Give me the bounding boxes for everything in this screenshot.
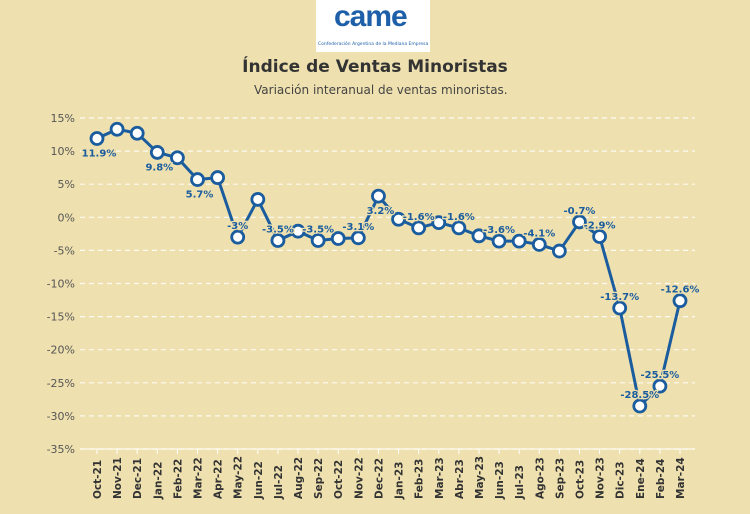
data-point [451, 220, 467, 236]
data-point [230, 229, 246, 245]
data-point [391, 211, 406, 227]
data-point [330, 231, 346, 246]
data-label: -3.5% [302, 224, 334, 235]
x-tick-label: Jun-22 [253, 461, 265, 500]
y-tick-label: -5% [54, 244, 75, 257]
data-label: 3.2% [367, 206, 395, 217]
data-label: -0.7% [564, 206, 596, 217]
data-point [531, 237, 547, 252]
data-point [170, 150, 185, 166]
x-tick-label: Mar-22 [193, 457, 205, 499]
chart-title: Índice de Ventas Minoristas [242, 57, 508, 77]
y-tick-label: -20% [47, 344, 75, 357]
data-label: 9.8% [145, 162, 173, 173]
x-tick-label: Sep-23 [554, 458, 566, 499]
data-point [290, 223, 306, 239]
x-tick-label: Feb-24 [655, 459, 667, 499]
data-point [270, 233, 286, 248]
x-tick-label: Jan-23 [394, 462, 406, 500]
x-tick-label: Mar-24 [675, 457, 687, 499]
x-tick-label: Jun-23 [494, 461, 506, 500]
data-label: 5.7% [186, 190, 214, 201]
data-point [672, 293, 688, 309]
x-tick-label: Aug-22 [293, 457, 305, 499]
y-tick-label: -35% [47, 443, 75, 456]
data-point [612, 300, 628, 316]
x-tick-label: Oct-23 [574, 460, 586, 499]
data-point [551, 243, 567, 259]
x-tick-label: Apr-22 [213, 459, 225, 499]
x-tick-label: Jan-22 [152, 462, 164, 500]
data-label: -28.5% [620, 390, 659, 401]
data-point [129, 125, 145, 141]
x-tick-label: May-22 [233, 456, 245, 499]
data-point [310, 233, 326, 248]
data-point [632, 398, 648, 414]
series-line [96, 127, 682, 408]
x-tick-label: Jul-22 [273, 465, 285, 500]
data-label: -4.1% [523, 228, 555, 239]
y-tick-label: 15% [51, 112, 75, 125]
x-tick-label: Nov-21 [112, 457, 124, 499]
y-tick-label: 0% [58, 211, 75, 224]
logo-mark: came [334, 0, 408, 33]
data-point [431, 215, 447, 230]
data-label: -25.5% [640, 370, 679, 381]
data-point [511, 233, 527, 249]
data-point [149, 145, 165, 160]
data-point [371, 188, 386, 204]
data-point [210, 170, 226, 185]
data-point [471, 228, 487, 244]
y-tick-label: 5% [58, 178, 75, 191]
y-tick-label: -10% [47, 278, 75, 291]
x-tick-label: Nov-22 [353, 457, 365, 499]
x-tick-label: Ene-24 [635, 458, 647, 499]
data-label: -1.6% [443, 212, 475, 223]
x-tick-label: Dec-22 [373, 458, 385, 499]
x-tick-label: Dic-23 [615, 461, 627, 499]
data-point [411, 220, 427, 236]
x-tick-label: Feb-23 [414, 459, 426, 499]
x-tick-label: Feb-22 [172, 459, 184, 499]
y-tick-label: -25% [47, 377, 75, 390]
data-label: -3% [227, 221, 248, 232]
data-label: -12.6% [661, 285, 700, 296]
data-label: -3.5% [262, 224, 294, 235]
x-tick-label: Abr-23 [454, 459, 466, 499]
data-point [250, 192, 266, 207]
data-point [89, 131, 105, 146]
chart-subtitle: Variación interanual de ventas minorista… [254, 83, 508, 97]
x-tick-label: Jul-23 [514, 465, 526, 500]
x-tick-label: Sep-22 [313, 458, 325, 499]
y-tick-label: 10% [51, 145, 75, 158]
data-point [190, 172, 205, 187]
data-point [652, 378, 668, 394]
data-label: -3.6% [483, 225, 515, 236]
data-label: -13.7% [600, 292, 639, 303]
data-point [572, 214, 587, 230]
x-tick-label: May-23 [474, 456, 486, 499]
data-label: 11.9% [82, 149, 117, 160]
data-point [491, 233, 507, 249]
data-point [592, 229, 607, 244]
data-label: -2.9% [584, 220, 616, 231]
came-logo: came Confederación Argentina de la Media… [316, 0, 430, 52]
logo-tagline: Confederación Argentina de la Mediana Em… [318, 42, 429, 47]
x-tick-label: Oct-22 [333, 460, 345, 499]
x-tick-label: Ago-23 [534, 457, 546, 499]
data-point [350, 230, 366, 246]
y-tick-label: -30% [47, 410, 75, 423]
x-tick-label: Dec-21 [132, 458, 144, 499]
data-label: -1.6% [403, 212, 435, 223]
data-label: -3.1% [342, 222, 374, 233]
x-tick-label: Mar-23 [434, 457, 446, 499]
x-tick-label: Nov-23 [595, 457, 607, 499]
y-tick-label: -15% [47, 311, 75, 324]
data-point [109, 121, 125, 137]
x-tick-label: Oct-21 [92, 460, 104, 499]
